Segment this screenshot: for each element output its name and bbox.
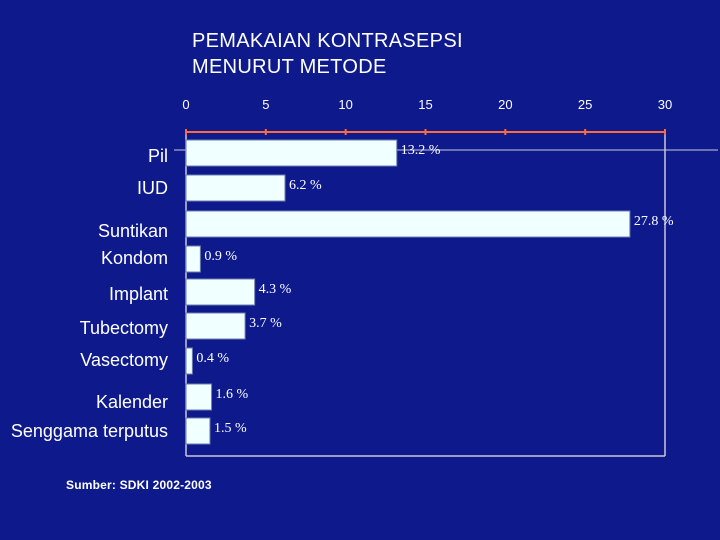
data-label-0: 13.2 % <box>401 143 441 158</box>
chart-title-line-1: PEMAKAIAN KONTRASEPSI <box>192 30 463 52</box>
bar-7 <box>185 383 213 411</box>
chart-title: PEMAKAIAN KONTRASEPSI MENURUT METODE <box>192 28 463 80</box>
category-label-7: Kalender <box>96 392 168 412</box>
chart-title-line-2: MENURUT METODE <box>192 56 387 78</box>
data-label-6: 0.4 % <box>196 351 229 366</box>
category-label-4: Implant <box>109 284 168 304</box>
x-tick-label-3: 15 <box>418 97 432 112</box>
x-tick-label-2: 10 <box>338 97 352 112</box>
data-label-8: 1.5 % <box>214 421 247 436</box>
x-tick-label-6: 30 <box>658 97 672 112</box>
bar-8 <box>185 417 211 445</box>
data-label-1: 6.2 % <box>289 178 322 193</box>
category-label-3: Kondom <box>101 248 168 268</box>
bar-3 <box>185 245 201 273</box>
bar-5 <box>185 312 246 340</box>
bar-0 <box>185 139 398 167</box>
x-tick-label-0: 0 <box>182 97 189 112</box>
category-label-2: Suntikan <box>98 221 168 241</box>
x-tick-label-4: 20 <box>498 97 512 112</box>
data-label-2: 27.8 % <box>634 214 674 229</box>
bar-4 <box>185 278 256 306</box>
bar-1 <box>185 174 286 202</box>
data-label-7: 1.6 % <box>216 387 249 402</box>
source-note: Sumber: SDKI 2002-2003 <box>66 478 212 492</box>
x-tick-label-1: 5 <box>262 97 269 112</box>
category-label-8: Senggama terputus <box>11 421 168 441</box>
category-label-5: Tubectomy <box>80 318 168 338</box>
category-label-1: IUD <box>137 178 168 198</box>
bar-6 <box>185 347 193 375</box>
x-tick-label-5: 25 <box>578 97 592 112</box>
data-label-5: 3.7 % <box>249 316 282 331</box>
bar-2 <box>185 210 631 238</box>
data-label-4: 4.3 % <box>259 282 292 297</box>
data-label-3: 0.9 % <box>204 249 237 264</box>
category-label-0: Pil <box>148 146 168 166</box>
category-label-6: Vasectomy <box>80 350 168 370</box>
